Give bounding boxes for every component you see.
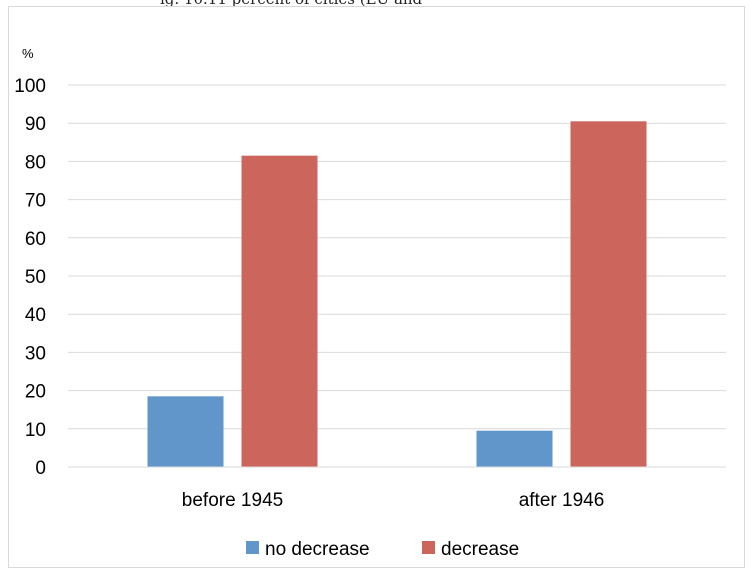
bar-no-decrease-1 [476, 430, 553, 467]
y-tick-label: 30 [25, 343, 46, 364]
chart-frame [8, 6, 745, 568]
y-tick-label: 90 [25, 114, 46, 135]
y-tick-label: 100 [14, 76, 46, 97]
y-tick-label: 50 [25, 267, 46, 288]
legend-label: decrease [441, 539, 519, 560]
x-axis-categories: before 1945 after 1946 [182, 490, 605, 511]
y-tick-label: 0 [35, 458, 46, 479]
bar-decrease-1 [570, 121, 647, 467]
legend-swatch [422, 541, 435, 554]
y-tick-label: 20 [25, 382, 46, 403]
y-tick-label: 60 [25, 229, 46, 250]
legend-label: no decrease [265, 539, 370, 560]
y-tick-label: 70 [25, 191, 46, 212]
y-axis-unit-label: % [22, 46, 34, 61]
x-category-label: after 1946 [519, 490, 605, 511]
cutoff-caption-text: ig. 10.11 percent of cities (EU and [160, 0, 422, 8]
y-axis-ticks: 0 10 20 30 40 50 60 70 80 90 100 [14, 76, 46, 479]
bar-no-decrease-0 [147, 396, 224, 467]
y-tick-label: 10 [25, 420, 46, 441]
bar-decrease-0 [241, 155, 318, 468]
x-category-label: before 1945 [182, 490, 283, 511]
y-tick-label: 80 [25, 152, 46, 173]
legend-swatch [246, 541, 259, 554]
y-tick-label: 40 [25, 305, 46, 326]
legend: no decrease decrease [246, 539, 519, 560]
bars [147, 121, 647, 468]
